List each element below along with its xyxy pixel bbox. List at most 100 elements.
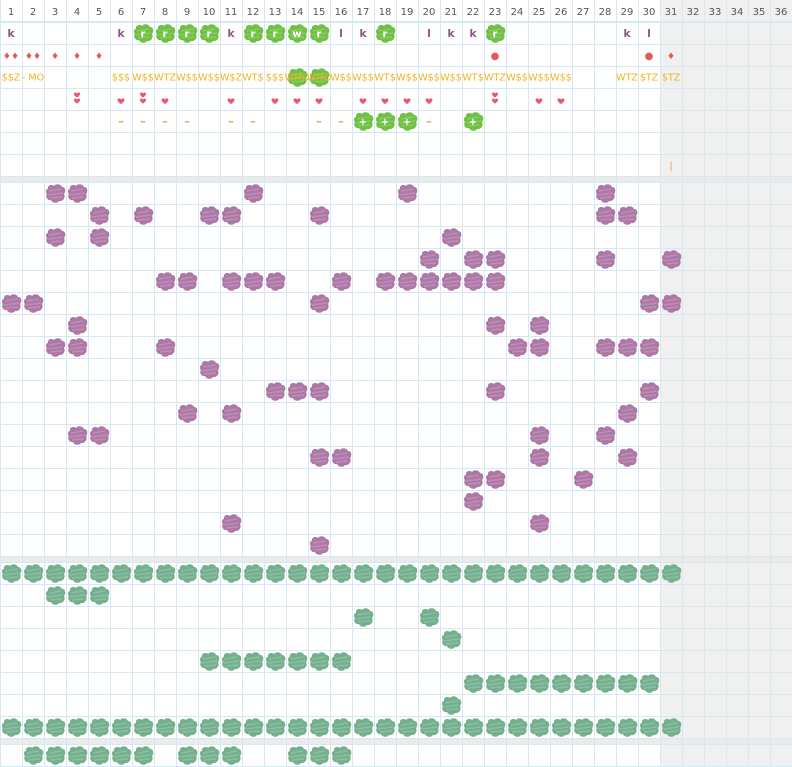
teal-blob[interactable]	[485, 674, 506, 693]
teal-blob[interactable]	[353, 718, 374, 737]
teal-blob[interactable]	[595, 674, 616, 693]
status-blob[interactable]	[243, 24, 264, 43]
teal-blob[interactable]	[199, 746, 220, 765]
column-header[interactable]: 17	[357, 7, 370, 18]
purple-blob[interactable]	[243, 272, 264, 291]
purple-blob[interactable]	[595, 426, 616, 445]
teal-blob[interactable]	[243, 652, 264, 671]
purple-blob[interactable]	[661, 250, 682, 269]
purple-blob[interactable]	[617, 206, 638, 225]
teal-blob[interactable]	[23, 564, 44, 583]
teal-blob[interactable]	[111, 718, 132, 737]
purple-blob[interactable]	[155, 272, 176, 291]
teal-blob[interactable]	[133, 746, 154, 765]
status-blob[interactable]	[485, 24, 506, 43]
plus-blob[interactable]	[375, 112, 396, 131]
column-header[interactable]: 30	[643, 7, 656, 18]
teal-blob[interactable]	[485, 718, 506, 737]
column-header[interactable]: 18	[379, 7, 392, 18]
teal-blob[interactable]	[287, 746, 308, 765]
column-header[interactable]: 7	[140, 7, 146, 18]
purple-blob[interactable]	[397, 184, 418, 203]
purple-blob[interactable]	[89, 206, 110, 225]
purple-blob[interactable]	[331, 272, 352, 291]
column-header[interactable]: 23	[489, 7, 502, 18]
column-header[interactable]: 24	[511, 7, 524, 18]
purple-blob[interactable]	[485, 250, 506, 269]
column-header[interactable]: 29	[621, 7, 634, 18]
column-header[interactable]: 27	[577, 7, 590, 18]
purple-blob[interactable]	[529, 338, 550, 357]
purple-blob[interactable]	[265, 382, 286, 401]
teal-blob[interactable]	[441, 564, 462, 583]
purple-blob[interactable]	[485, 470, 506, 489]
teal-blob[interactable]	[67, 746, 88, 765]
plus-blob[interactable]	[353, 112, 374, 131]
teal-blob[interactable]	[595, 718, 616, 737]
teal-blob[interactable]	[309, 564, 330, 583]
purple-blob[interactable]	[67, 184, 88, 203]
teal-blob[interactable]	[45, 586, 66, 605]
purple-blob[interactable]	[265, 272, 286, 291]
column-header[interactable]: 34	[731, 7, 744, 18]
teal-blob[interactable]	[397, 564, 418, 583]
teal-blob[interactable]	[89, 746, 110, 765]
purple-blob[interactable]	[23, 294, 44, 313]
purple-blob[interactable]	[529, 316, 550, 335]
column-header[interactable]: 22	[467, 7, 480, 18]
teal-blob[interactable]	[89, 564, 110, 583]
teal-blob[interactable]	[617, 564, 638, 583]
status-blob[interactable]	[133, 24, 154, 43]
purple-blob[interactable]	[199, 206, 220, 225]
teal-blob[interactable]	[331, 746, 352, 765]
purple-blob[interactable]	[89, 426, 110, 445]
teal-blob[interactable]	[177, 746, 198, 765]
teal-blob[interactable]	[463, 564, 484, 583]
teal-blob[interactable]	[639, 564, 660, 583]
column-header[interactable]: 12	[247, 7, 260, 18]
column-header[interactable]: 35	[753, 7, 766, 18]
teal-blob[interactable]	[155, 564, 176, 583]
purple-blob[interactable]	[287, 382, 308, 401]
teal-blob[interactable]	[595, 564, 616, 583]
purple-blob[interactable]	[595, 250, 616, 269]
column-header[interactable]: 3	[52, 7, 58, 18]
teal-blob[interactable]	[353, 564, 374, 583]
purple-blob[interactable]	[463, 470, 484, 489]
column-header[interactable]: 32	[687, 7, 700, 18]
column-header[interactable]: 14	[291, 7, 304, 18]
teal-blob[interactable]	[639, 674, 660, 693]
teal-blob[interactable]	[155, 718, 176, 737]
column-header[interactable]: 6	[118, 7, 124, 18]
teal-blob[interactable]	[551, 718, 572, 737]
teal-blob[interactable]	[221, 652, 242, 671]
purple-blob[interactable]	[529, 448, 550, 467]
purple-blob[interactable]	[419, 250, 440, 269]
teal-blob[interactable]	[331, 564, 352, 583]
teal-blob[interactable]	[573, 564, 594, 583]
teal-blob[interactable]	[45, 564, 66, 583]
teal-blob[interactable]	[441, 696, 462, 715]
teal-blob[interactable]	[661, 564, 682, 583]
purple-blob[interactable]	[595, 184, 616, 203]
plus-blob[interactable]	[463, 112, 484, 131]
purple-blob[interactable]	[1, 294, 22, 313]
purple-blob[interactable]	[639, 338, 660, 357]
status-blob[interactable]	[375, 24, 396, 43]
teal-blob[interactable]	[529, 718, 550, 737]
purple-blob[interactable]	[441, 272, 462, 291]
purple-blob[interactable]	[221, 404, 242, 423]
teal-blob[interactable]	[529, 564, 550, 583]
teal-blob[interactable]	[133, 718, 154, 737]
column-header[interactable]: 26	[555, 7, 568, 18]
purple-blob[interactable]	[463, 250, 484, 269]
teal-blob[interactable]	[133, 564, 154, 583]
teal-blob[interactable]	[199, 564, 220, 583]
teal-blob[interactable]	[419, 608, 440, 627]
teal-blob[interactable]	[331, 718, 352, 737]
teal-blob[interactable]	[243, 718, 264, 737]
purple-blob[interactable]	[485, 272, 506, 291]
teal-blob[interactable]	[67, 718, 88, 737]
column-header[interactable]: 20	[423, 7, 436, 18]
teal-blob[interactable]	[375, 718, 396, 737]
